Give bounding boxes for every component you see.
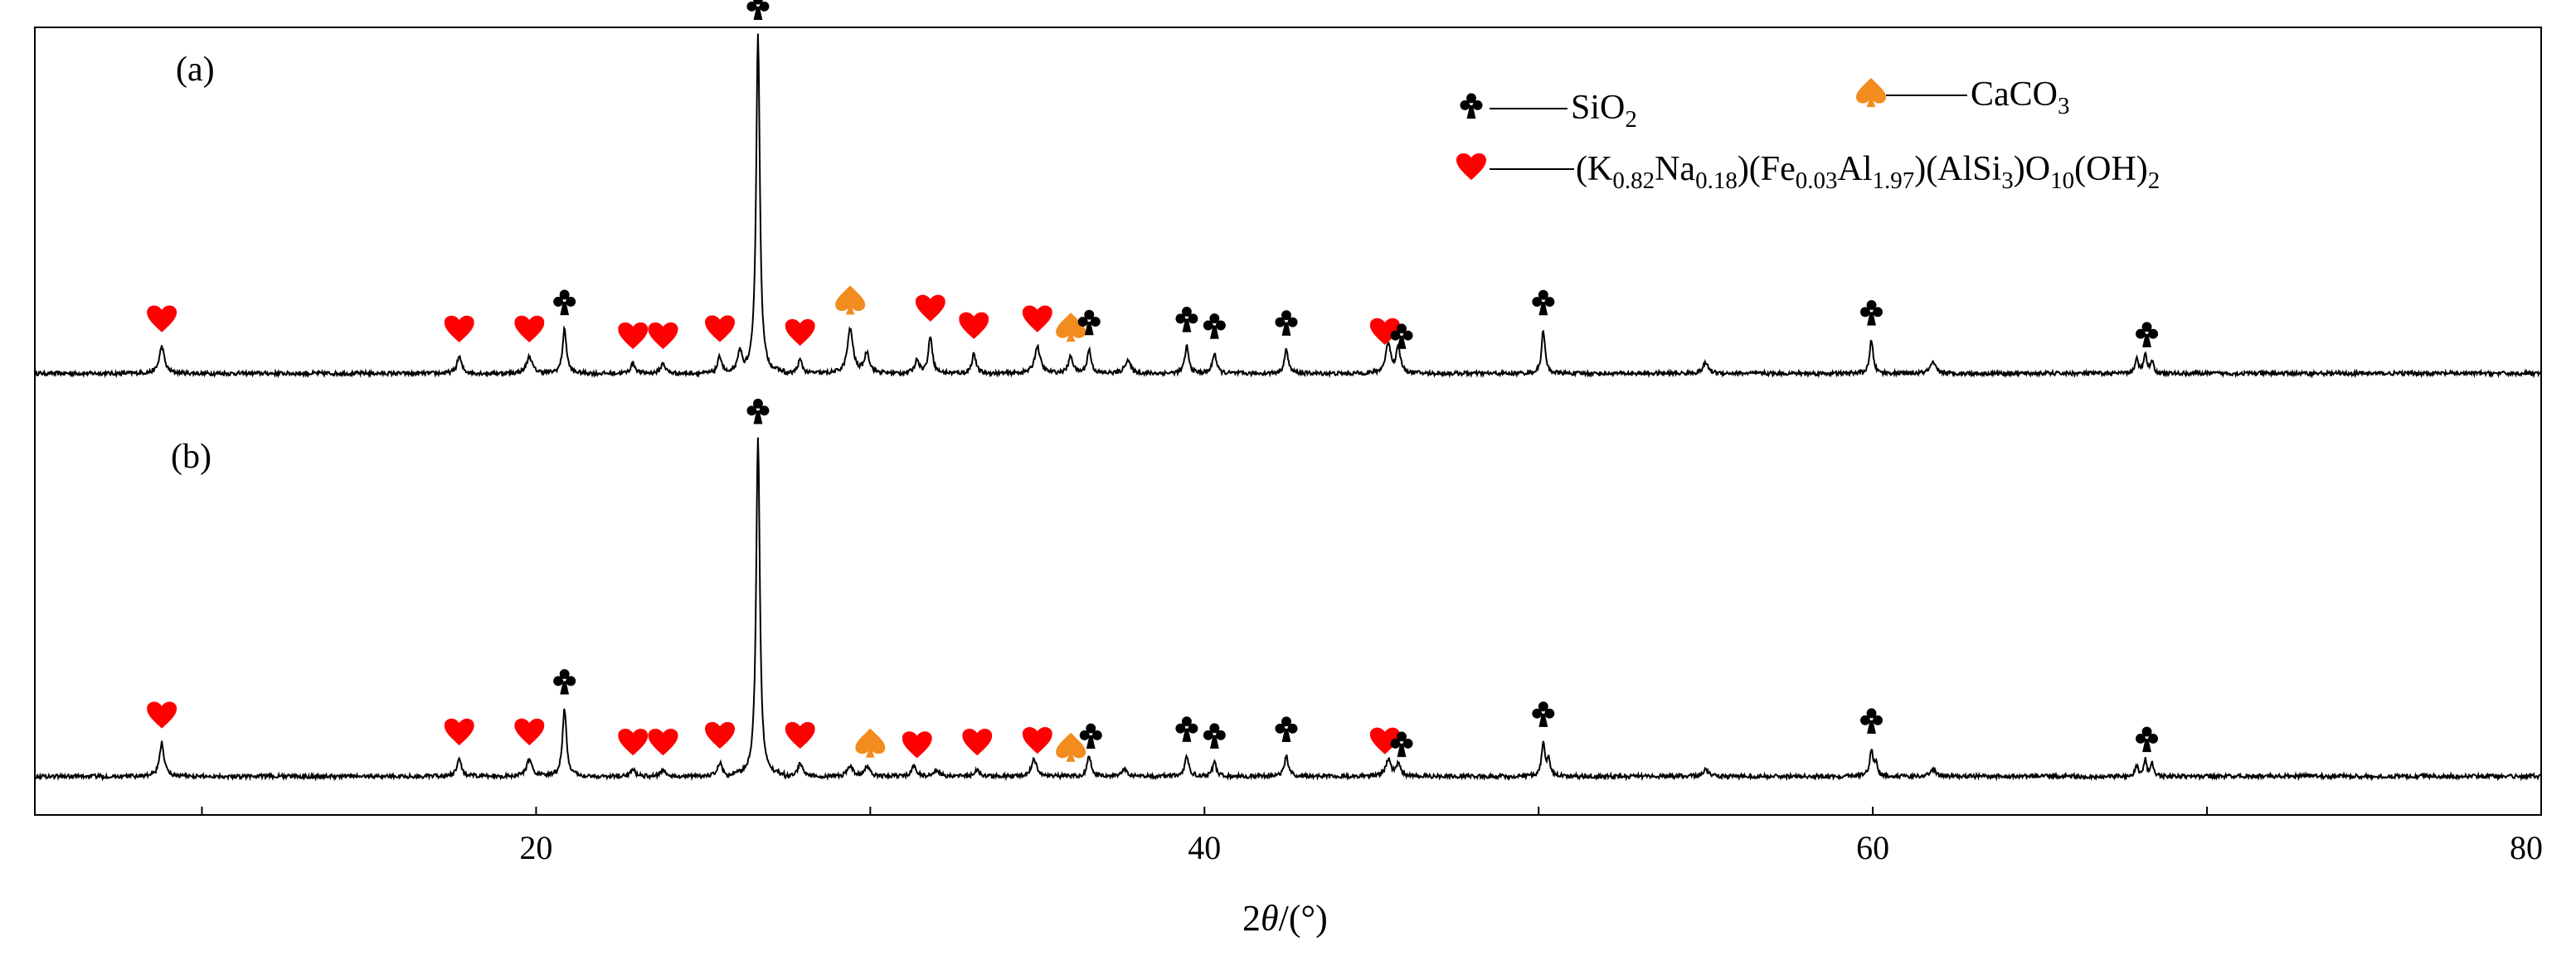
sio2-marker-icon bbox=[1860, 708, 1883, 734]
mica-marker-icon bbox=[618, 728, 649, 756]
mica-marker-icon bbox=[648, 728, 678, 756]
caco3-marker-icon bbox=[1056, 313, 1086, 342]
sio2-marker-icon bbox=[1175, 306, 1198, 332]
sio2-marker-icon bbox=[1532, 289, 1555, 316]
sio2-marker-icon bbox=[1275, 716, 1298, 742]
sio2-marker-icon bbox=[1175, 716, 1198, 742]
x-tick-label: 40 bbox=[1188, 829, 1221, 866]
legend-caco3-label: CaCO3 bbox=[1971, 75, 2070, 119]
mica-marker-icon bbox=[1022, 726, 1052, 754]
legend-caco3-spade-icon bbox=[1856, 78, 1886, 108]
mica-marker-icon bbox=[705, 721, 736, 749]
plot-frame bbox=[34, 27, 2542, 816]
sio2-marker-icon bbox=[1860, 299, 1883, 326]
mica-marker-icon bbox=[1022, 305, 1052, 332]
caco3-marker-icon bbox=[855, 728, 886, 758]
xrd-trace-a bbox=[34, 33, 2542, 379]
sio2-marker-icon bbox=[2136, 726, 2159, 753]
legend-mica-heart-icon bbox=[1456, 153, 1486, 181]
mica-marker-icon bbox=[785, 318, 815, 347]
mica-marker-icon bbox=[785, 721, 815, 749]
mica-marker-icon bbox=[444, 718, 474, 746]
mica-marker-icon bbox=[147, 701, 177, 729]
mica-marker-icon bbox=[902, 731, 932, 759]
legend: SiO2 CaCO3 (K0.82Na0.18)(Fe0.03Al1.97)(A… bbox=[1456, 75, 2160, 194]
xrd-trace-b bbox=[34, 437, 2541, 782]
sio2-marker-icon bbox=[2136, 322, 2159, 347]
x-tick-label: 60 bbox=[1856, 829, 1889, 866]
sio2-marker-icon bbox=[553, 669, 576, 695]
mica-marker-icon bbox=[915, 294, 945, 322]
phase-markers bbox=[147, 0, 2159, 762]
x-axis-ticks: 20 40 60 80 bbox=[201, 807, 2543, 866]
panel-label-a: (a) bbox=[176, 51, 215, 89]
sio2-marker-icon bbox=[1275, 310, 1298, 336]
x-axis-label: 2θ/(°) bbox=[1242, 898, 1328, 938]
mica-marker-icon bbox=[514, 315, 545, 343]
caco3-marker-icon bbox=[835, 285, 866, 315]
mica-marker-icon bbox=[648, 322, 678, 350]
legend-sio2-label: SiO2 bbox=[1571, 89, 1637, 133]
legend-mica-label: (K0.82Na0.18)(Fe0.03Al1.97)(AlSi3)O10(OH… bbox=[1576, 150, 2160, 194]
x-tick-label: 20 bbox=[519, 829, 552, 866]
panel-label-b: (b) bbox=[171, 438, 211, 476]
x-tick-label: 80 bbox=[2510, 829, 2543, 866]
mica-marker-icon bbox=[962, 729, 993, 756]
sio2-marker-icon bbox=[1203, 723, 1226, 749]
mica-marker-icon bbox=[444, 315, 474, 343]
sio2-marker-icon bbox=[1079, 723, 1102, 749]
sio2-marker-icon bbox=[1532, 701, 1555, 727]
mica-marker-icon bbox=[514, 718, 545, 746]
mica-marker-icon bbox=[705, 315, 736, 342]
mica-marker-icon bbox=[959, 312, 989, 339]
traces bbox=[34, 33, 2542, 782]
mica-marker-icon bbox=[618, 322, 649, 350]
sio2-marker-icon bbox=[1203, 313, 1226, 339]
sio2-marker-icon bbox=[553, 289, 576, 316]
sio2-marker-icon bbox=[746, 0, 770, 21]
mica-marker-icon bbox=[147, 305, 177, 332]
sio2-marker-icon bbox=[746, 398, 770, 424]
legend-sio2-club-icon bbox=[1460, 93, 1483, 119]
